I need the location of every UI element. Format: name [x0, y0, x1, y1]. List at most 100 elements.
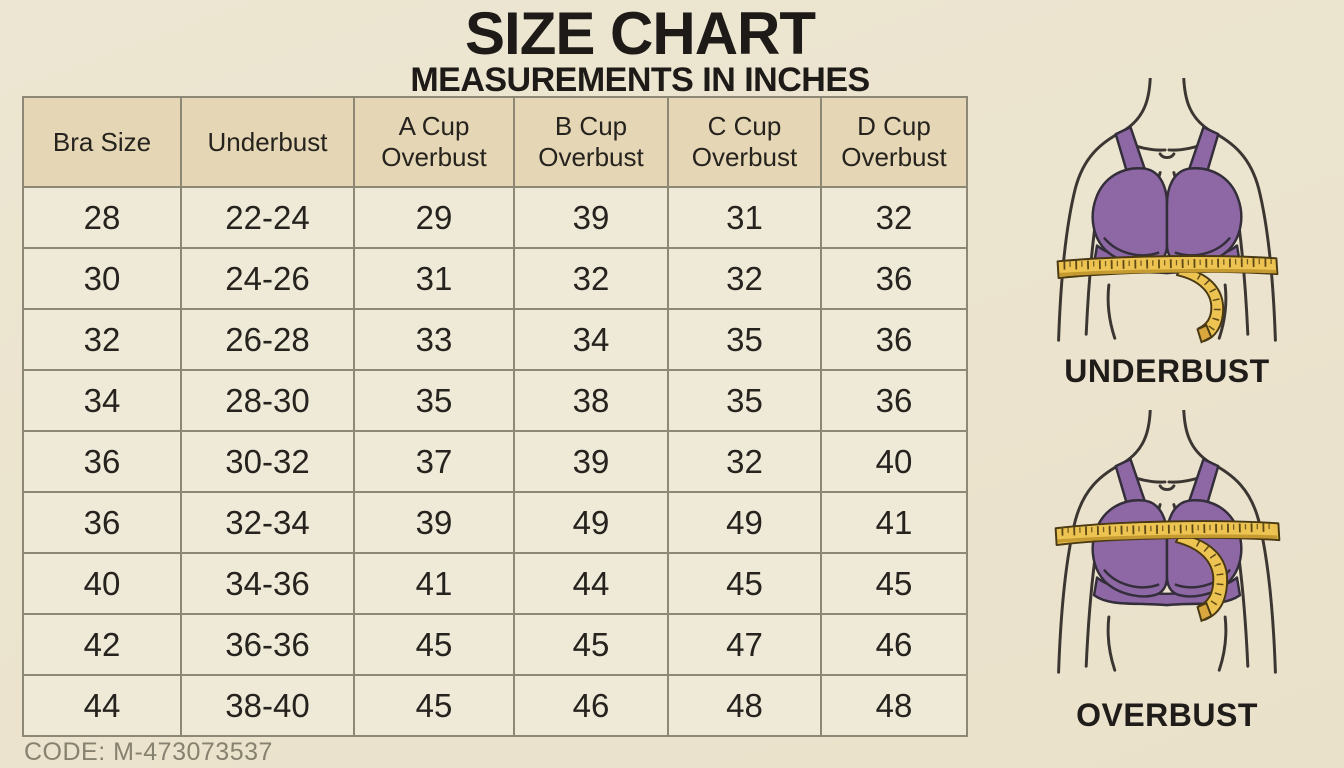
table-cell: 36: [820, 247, 968, 310]
table-cell: 32: [22, 308, 182, 371]
table-cell: 36: [22, 491, 182, 554]
table-cell: 38: [513, 369, 669, 432]
table-cell: 48: [820, 674, 968, 737]
table-cell: 22-24: [180, 186, 355, 249]
tape-ticks-minor: [1061, 523, 1275, 533]
table-cell: 34-36: [180, 552, 355, 615]
table-cell: 39: [513, 430, 669, 493]
tape-end-tab: [1196, 324, 1213, 344]
table-cell: 42: [22, 613, 182, 676]
table-row: 44 38-40 45 46 48 48: [22, 674, 968, 737]
table-cell: 38-40: [180, 674, 355, 737]
table-cell: 45: [353, 674, 515, 737]
size-table-body: 28 22-24 29 39 31 32 30 24-26 31 32 32 3…: [22, 186, 968, 737]
table-row: 42 36-36 45 45 47 46: [22, 613, 968, 676]
table-cell: 28-30: [180, 369, 355, 432]
torso-outline: [1057, 78, 1277, 342]
table-cell: 45: [667, 552, 822, 615]
table-cell: 30-32: [180, 430, 355, 493]
figure-overbust: [1002, 410, 1332, 682]
table-cell: 45: [820, 552, 968, 615]
col-header-bra-size: Bra Size: [22, 96, 182, 188]
table-cell: 36: [22, 430, 182, 493]
underwire-right: [1174, 236, 1232, 257]
table-cell: 32: [513, 247, 669, 310]
table-cell: 24-26: [180, 247, 355, 310]
table-cell: 32: [667, 247, 822, 310]
overbust-illustration: [1054, 410, 1281, 674]
table-cell: 31: [353, 247, 515, 310]
table-row: 40 34-36 41 44 45 45: [22, 552, 968, 615]
overbust-label: OVERBUST: [1076, 697, 1258, 733]
table-cell: 40: [22, 552, 182, 615]
table-row: 30 24-26 31 32 32 36: [22, 247, 968, 310]
table-cell: 34: [22, 369, 182, 432]
bra-right-cup: [1165, 167, 1243, 266]
table-cell: 45: [353, 613, 515, 676]
image-code: CODE: M-473073537: [24, 738, 273, 766]
size-table: Bra Size Underbust A Cup Overbust B Cup …: [22, 96, 968, 737]
size-table-header: Bra Size Underbust A Cup Overbust B Cup …: [22, 96, 968, 188]
table-cell: 32: [667, 430, 822, 493]
title-block: SIZE CHART MEASUREMENTS IN INCHES: [0, 4, 1280, 100]
page-title: SIZE CHART: [465, 0, 816, 67]
page-subtitle: MEASUREMENTS IN INCHES: [410, 61, 870, 99]
table-cell: 45: [513, 613, 669, 676]
figure-underbust: [1002, 78, 1332, 350]
bra-left-cup: [1091, 167, 1169, 266]
table-cell: 35: [667, 308, 822, 371]
table-cell: 47: [667, 613, 822, 676]
table-cell: 30: [22, 247, 182, 310]
table-cell: 41: [820, 491, 968, 554]
table-cell: 33: [353, 308, 515, 371]
table-cell: 39: [353, 491, 515, 554]
table-row: 34 28-30 35 38 35 36: [22, 369, 968, 432]
underwire-left: [1102, 568, 1160, 589]
table-cell: 46: [820, 613, 968, 676]
table-cell: 44: [513, 552, 669, 615]
table-cell: 44: [22, 674, 182, 737]
table-cell: 36-36: [180, 613, 355, 676]
col-header-underbust: Underbust: [180, 96, 355, 188]
measuring-tape: [1054, 520, 1281, 623]
col-header-d-cup: D Cup Overbust: [820, 96, 968, 188]
underwire-left: [1102, 236, 1160, 257]
tape-shade: [1057, 534, 1278, 543]
table-row: 36 32-34 39 49 49 41: [22, 491, 968, 554]
table-cell: 35: [667, 369, 822, 432]
table-cell: 34: [513, 308, 669, 371]
underbust-label: UNDERBUST: [1064, 353, 1270, 389]
table-cell: 29: [353, 186, 515, 249]
table-cell: 48: [667, 674, 822, 737]
table-cell: 39: [513, 186, 669, 249]
col-header-c-cup: C Cup Overbust: [667, 96, 822, 188]
table-cell: 32-34: [180, 491, 355, 554]
measuring-tape: [1056, 254, 1279, 344]
table-cell: 35: [353, 369, 515, 432]
table-cell: 41: [353, 552, 515, 615]
underbust-illustration: [1056, 78, 1279, 344]
table-cell: 49: [667, 491, 822, 554]
tape-end-tab: [1196, 601, 1213, 623]
tape-shade: [1059, 268, 1277, 277]
table-row: 36 30-32 37 39 32 40: [22, 430, 968, 493]
header-row: Bra Size Underbust A Cup Overbust B Cup …: [22, 96, 968, 188]
bra: [1091, 126, 1243, 275]
table-row: 28 22-24 29 39 31 32: [22, 186, 968, 249]
table-cell: 28: [22, 186, 182, 249]
table-cell: 36: [820, 369, 968, 432]
torso-outline: [1057, 410, 1277, 674]
table-cell: 37: [353, 430, 515, 493]
col-header-a-cup: A Cup Overbust: [353, 96, 515, 188]
table-cell: 46: [513, 674, 669, 737]
table-cell: 40: [820, 430, 968, 493]
table-cell: 32: [820, 186, 968, 249]
table-cell: 36: [820, 308, 968, 371]
bra-left-cup: [1091, 499, 1169, 598]
table-cell: 26-28: [180, 308, 355, 371]
col-header-b-cup: B Cup Overbust: [513, 96, 669, 188]
table-cell: 31: [667, 186, 822, 249]
table-row: 32 26-28 33 34 35 36: [22, 308, 968, 371]
table-cell: 49: [513, 491, 669, 554]
